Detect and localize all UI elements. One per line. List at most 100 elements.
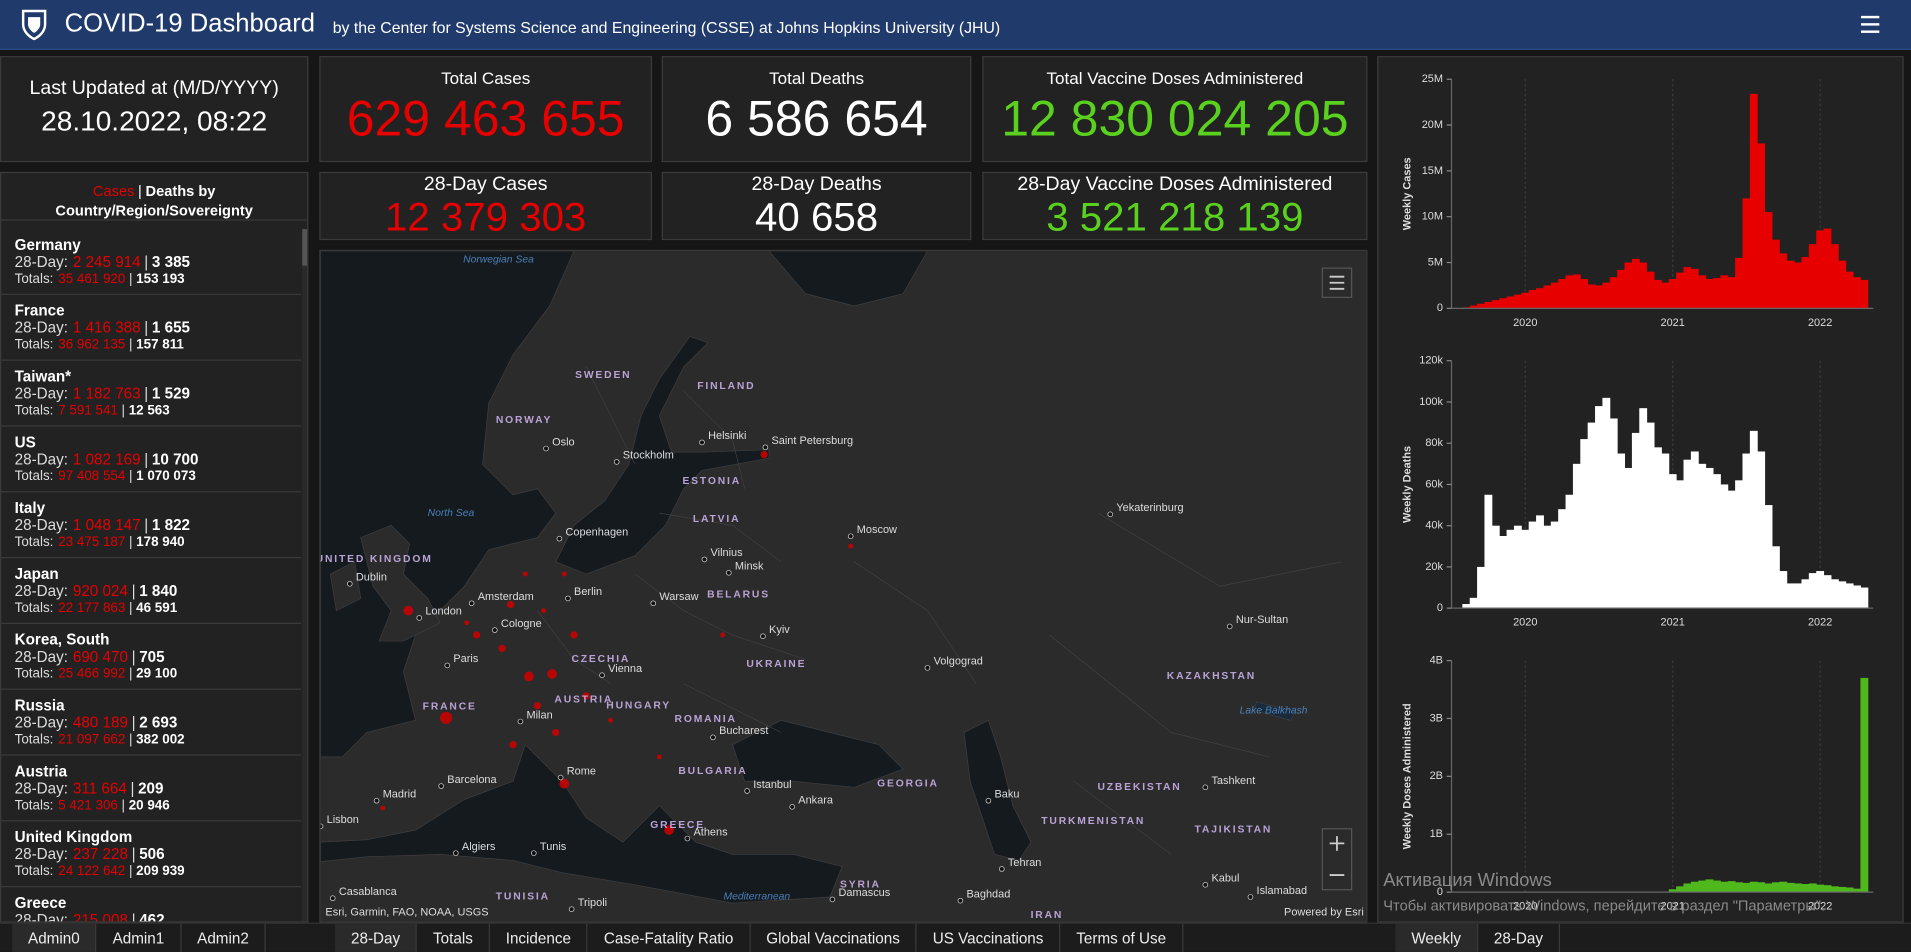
- tab[interactable]: Case-Fatality Ratio: [588, 923, 751, 952]
- city-dot: [924, 665, 931, 671]
- bar: [1587, 284, 1596, 309]
- row-label: Totals:: [14, 535, 54, 550]
- bar: [1499, 298, 1508, 309]
- country-label: FINLAND: [697, 381, 755, 392]
- row-label: Totals:: [14, 403, 54, 419]
- country-row[interactable]: Italy 28-Day: 1 048 147 | 1 822 Totals: 23 475…: [1, 492, 302, 559]
- tab[interactable]: Admin0: [12, 923, 97, 952]
- tab[interactable]: Weekly: [1395, 923, 1479, 952]
- scrollbar[interactable]: [302, 229, 308, 922]
- bar: [1860, 587, 1869, 609]
- x-tick-label: 2021: [1661, 317, 1685, 329]
- tab[interactable]: Admin1: [96, 923, 182, 952]
- city-label: Volgograd: [934, 656, 983, 668]
- country-row[interactable]: Austria 28-Day: 311 664 | 209 Totals: 5 421 30…: [1, 756, 302, 822]
- case-bubble: [522, 571, 528, 577]
- bar: [1779, 881, 1788, 893]
- bar: [1742, 453, 1751, 609]
- tab[interactable]: 28-Day: [1478, 923, 1561, 952]
- bar: [1757, 451, 1766, 609]
- cases-value: 5 421 306: [58, 798, 118, 813]
- bar: [1668, 474, 1677, 609]
- tab[interactable]: Global Vaccinations: [750, 923, 917, 952]
- bar: [1676, 480, 1684, 609]
- case-bubble: [848, 543, 854, 549]
- bar: [1580, 439, 1589, 609]
- country-row[interactable]: United Kingdom 28-Day: 237 228 | 506 Totals: 2…: [1, 821, 302, 888]
- charts-panel: 2020 2021 2022 0 5M 10M 15M 20M 25M Weekly Cases 2…: [1377, 56, 1904, 923]
- bar: [1838, 581, 1847, 609]
- deaths-value: 178 940: [136, 535, 185, 550]
- deaths-toggle[interactable]: Deaths by: [145, 182, 216, 200]
- sea-label: Norwegian Sea: [463, 254, 534, 265]
- bar: [1654, 279, 1662, 309]
- map[interactable]: Norwegian Sea North Sea Mediterranean Lake …: [320, 251, 1367, 922]
- country-name: Korea, South: [14, 631, 110, 649]
- bar: [1654, 447, 1662, 609]
- case-bubble: [498, 644, 506, 653]
- tab[interactable]: Terms of Use: [1060, 923, 1184, 952]
- row-label: 28-Day:: [14, 911, 68, 923]
- deaths-value: 46 591: [136, 600, 178, 616]
- country-name: Russia: [14, 697, 65, 715]
- country-row[interactable]: Taiwan* 28-Day: 1 182 763 | 1 529 Totals: 7 59…: [1, 361, 302, 427]
- city-dot: [557, 774, 564, 781]
- last-updated-value: 28.10.2022, 08:22: [41, 104, 268, 137]
- bar: [1853, 888, 1861, 893]
- country-label: ROMANIA: [675, 714, 737, 725]
- bar: [1779, 571, 1788, 609]
- tab[interactable]: Totals: [417, 923, 490, 952]
- bar: [1609, 418, 1618, 609]
- bar: [1602, 282, 1611, 309]
- separator: |: [138, 182, 142, 200]
- country-label: UKRAINE: [746, 659, 806, 670]
- country-row[interactable]: Japan 28-Day: 920 024 | 1 840 Totals: 22 177 8…: [1, 558, 302, 624]
- case-bubble: [582, 692, 590, 700]
- map-tabs: 28-Day Totals Incidence Case-Fatality Ratio…: [335, 923, 1184, 952]
- bar: [1786, 583, 1795, 609]
- city-dot: [760, 633, 766, 639]
- city-dot: [517, 718, 524, 725]
- menu-button[interactable]: [1861, 15, 1880, 33]
- y-tick-label: 2B: [1430, 770, 1443, 782]
- tab[interactable]: US Vaccinations: [916, 923, 1061, 952]
- tab[interactable]: Admin2: [181, 923, 266, 952]
- city-label: Amsterdam: [478, 591, 534, 603]
- row-label: 28-Day:: [14, 648, 68, 666]
- tab[interactable]: Incidence: [489, 923, 589, 952]
- bar: [1521, 292, 1530, 309]
- stat-label: Total Cases: [441, 68, 531, 88]
- bar: [1801, 257, 1810, 309]
- country-label: KAZAKHSTAN: [1167, 671, 1256, 682]
- deaths-value: 705: [139, 648, 165, 666]
- bar: [1587, 422, 1596, 609]
- separator: |: [131, 714, 136, 732]
- bar: [1838, 886, 1847, 893]
- x-tick-label: 2020: [1513, 901, 1537, 913]
- cases-toggle[interactable]: Cases: [92, 182, 135, 200]
- country-row[interactable]: Russia 28-Day: 480 189 | 2 693 Totals: 21 097 …: [1, 690, 302, 756]
- case-bubble: [524, 671, 534, 682]
- country-row[interactable]: Korea, South 28-Day: 690 470 | 705 Totals: 25 …: [1, 624, 302, 690]
- bar: [1794, 262, 1802, 309]
- country-row[interactable]: US 28-Day: 1 082 169 | 10 700 Totals: 97 408 5…: [1, 427, 302, 493]
- country-name: United Kingdom: [14, 828, 133, 846]
- bar: [1668, 279, 1677, 309]
- bar: [1499, 535, 1508, 609]
- map-panel: Norwegian Sea North Sea Mediterranean Lake …: [319, 249, 1368, 923]
- bar: [1639, 262, 1648, 309]
- deaths-value: 1 655: [151, 319, 191, 337]
- country-row[interactable]: France 28-Day: 1 416 388 | 1 655 Totals: 36 96…: [1, 295, 302, 361]
- bar: [1816, 571, 1825, 609]
- day-line: 28-Day: 690 470 | 705: [15, 648, 301, 666]
- separator: |: [131, 648, 136, 666]
- tab[interactable]: 28-Day: [335, 923, 418, 952]
- cases-value: 97 408 554: [58, 469, 126, 484]
- bar: [1536, 515, 1544, 609]
- country-row[interactable]: Germany 28-Day: 2 245 914 | 3 385 Totals: 35 4…: [1, 229, 302, 295]
- totals-line: Totals: 7 591 541 | 12 563: [15, 403, 301, 419]
